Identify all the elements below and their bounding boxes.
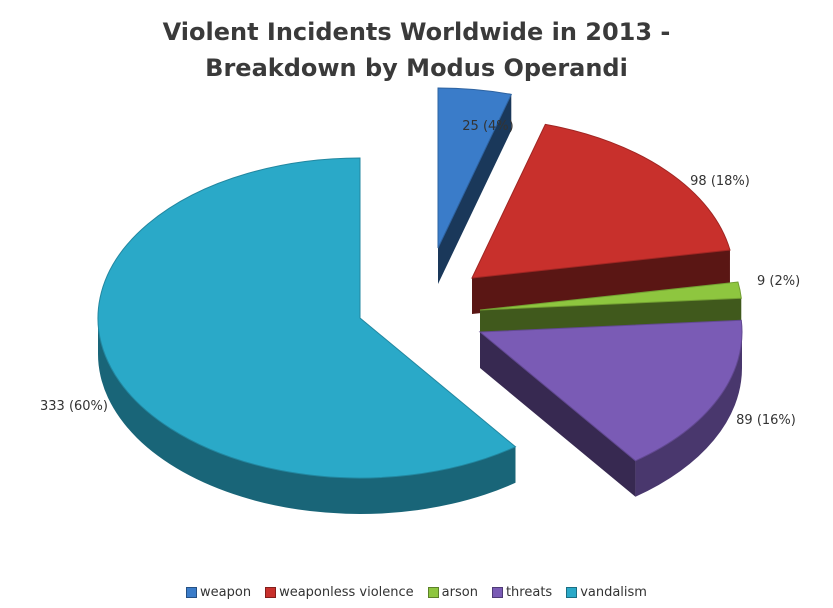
legend-item-vandalism: vandalism — [566, 585, 647, 600]
legend-swatch-weapon — [186, 587, 198, 598]
legend-swatch-threats — [491, 587, 503, 598]
chart-title-line1: Violent Incidents Worldwide in 2013 - — [162, 18, 671, 46]
legend-label-vandalism: vandalism — [580, 585, 647, 600]
data-label-threats: 89 (16%) — [736, 413, 796, 428]
pie-slice-weaponless-violence — [471, 123, 731, 315]
pie-slice-vandalism — [97, 157, 517, 514]
legend-label-weapon: weapon — [200, 585, 252, 600]
data-label-arson: 9 (2%) — [757, 274, 800, 289]
legend-item-threats: threats — [491, 585, 553, 600]
chart-title-line2: Breakdown by Modus Operandi — [205, 54, 628, 82]
data-label-vandalism: 333 (60%) — [40, 399, 108, 414]
pie-slice-weapon — [437, 87, 513, 285]
legend-item-weapon: weapon — [186, 585, 251, 600]
legend-label-weaponless-violence: weaponless violence — [279, 585, 414, 600]
legend-label-arson: arson — [441, 585, 478, 600]
legend-item-arson: arson — [427, 585, 478, 600]
legend-swatch-arson — [427, 587, 439, 598]
legend-item-weaponless-violence: weaponless violence — [265, 585, 414, 600]
pie-slice-threats — [478, 319, 743, 497]
chart-title: Violent Incidents Worldwide in 2013 - Br… — [0, 14, 833, 86]
data-label-weapon: 25 (4%) — [462, 119, 513, 134]
legend-swatch-weaponless-violence — [265, 587, 277, 598]
data-label-weaponless-violence: 98 (18%) — [690, 174, 750, 189]
legend-label-threats: threats — [505, 585, 553, 600]
legend: weapon weaponless violence arson threats… — [0, 585, 833, 600]
legend-swatch-vandalism — [566, 587, 578, 598]
